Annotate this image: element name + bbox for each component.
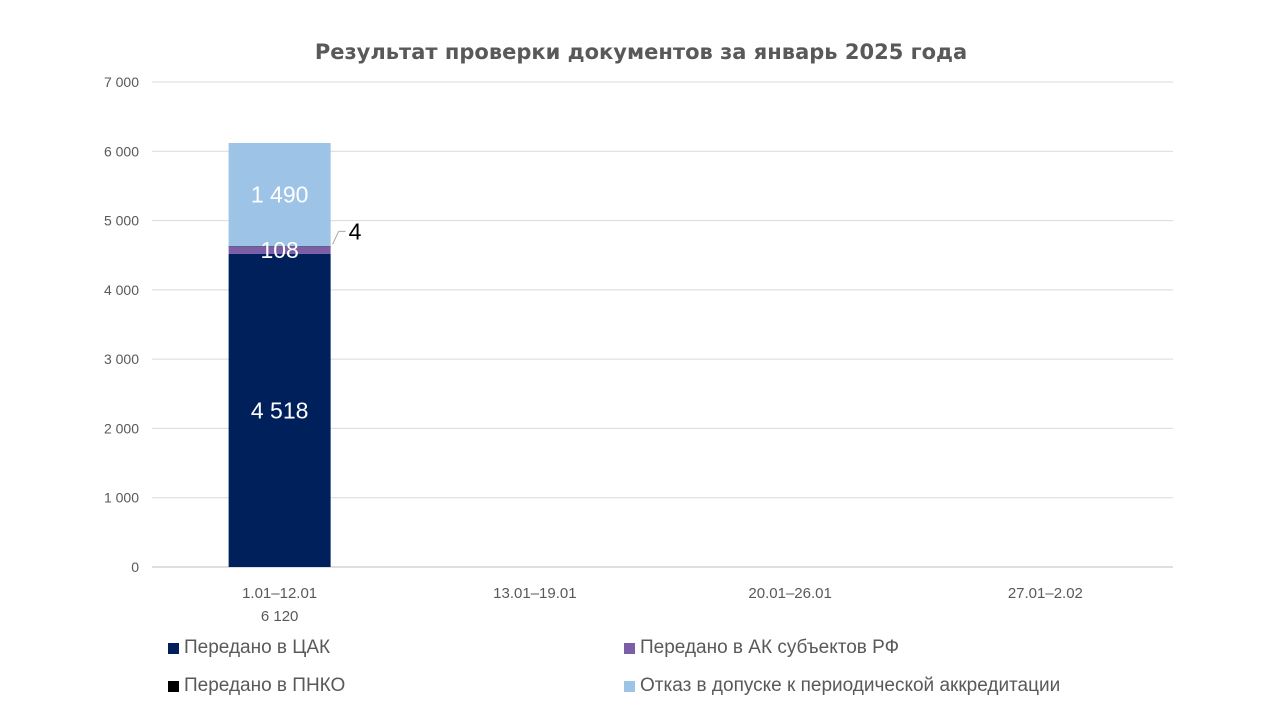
legend-swatch	[168, 680, 179, 692]
chart-title: Результат проверки документов за январь …	[315, 40, 967, 64]
bar-segment	[228, 253, 331, 567]
legend-item: Передано в АК субъектов РФ	[616, 636, 1120, 660]
bar-segment	[228, 142, 331, 247]
x-tick-label: 20.01–26.01	[748, 585, 831, 602]
y-tick-label: 5 000	[104, 213, 139, 229]
bar-segment	[228, 246, 331, 254]
legend-swatch	[624, 642, 635, 654]
legend-swatch	[168, 642, 179, 654]
y-tick-label: 7 000	[104, 74, 139, 90]
data-label-leader	[332, 231, 340, 245]
legend-label: Передано в АК субъектов РФ	[640, 637, 900, 658]
y-tick-label: 0	[131, 559, 139, 575]
legend-item: Передано в ПНКО	[160, 674, 616, 698]
x-tick-label: 1.01–12.01	[242, 585, 317, 602]
bars	[228, 142, 331, 567]
data-label: 1 490	[251, 182, 309, 208]
x-tick-label: 13.01–19.01	[493, 585, 576, 602]
legend-item: Передано в ЦАК	[160, 636, 616, 660]
legend-label: Отказ в допуске к периодической аккредит…	[640, 675, 1061, 696]
y-tick-label: 3 000	[104, 351, 139, 367]
x-tick-label: 27.01–2.02	[1008, 585, 1083, 602]
legend-swatch	[624, 680, 635, 692]
data-label: 108	[260, 237, 298, 263]
y-axis: 0 1 000 2 000 3 000 4 000 5 000 6 000 7 000	[104, 74, 139, 575]
data-labels: 4 518 108 4 1 490	[251, 182, 362, 424]
y-tick-label: 6 000	[104, 143, 139, 159]
legend-item: Отказ в допуске к периодической аккредит…	[616, 674, 1120, 698]
bar-segment	[228, 246, 331, 247]
legend-label: Передано в ЦАК	[184, 637, 331, 658]
x-tick-total-label: 6 120	[261, 608, 299, 625]
data-label: 4 518	[251, 397, 309, 423]
x-axis: 1.01–12.01 6 120 13.01–19.01 20.01–26.01 27.…	[242, 585, 1083, 625]
legend: Передано в ЦАК Передано в АК субъектов РФ…	[160, 636, 1120, 698]
y-tick-label: 4 000	[104, 282, 139, 298]
legend-label: Передано в ПНКО	[184, 675, 346, 696]
y-tick-label: 2 000	[104, 420, 139, 436]
data-label: 4	[349, 218, 362, 244]
y-tick-label: 1 000	[104, 490, 139, 506]
